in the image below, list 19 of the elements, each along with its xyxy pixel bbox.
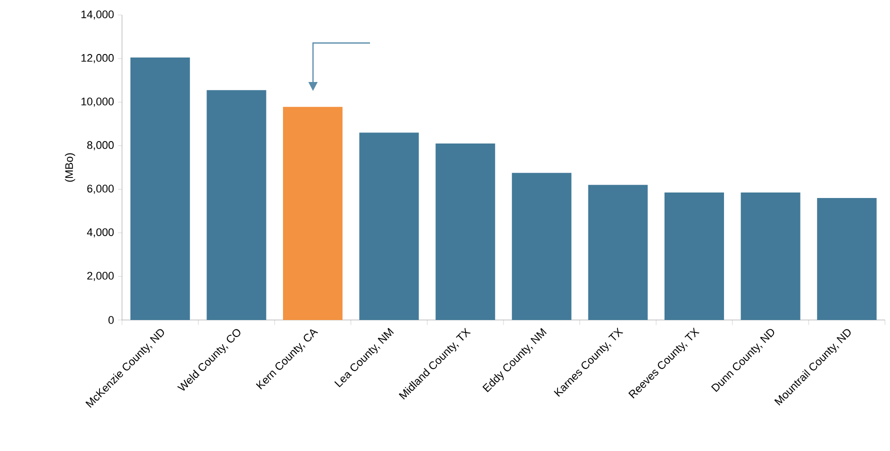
bar — [817, 198, 877, 320]
y-tick-label: 12,000 — [81, 54, 114, 64]
bar — [130, 57, 190, 320]
bar — [512, 172, 572, 320]
bar — [436, 144, 496, 320]
y-tick-label: 0 — [108, 316, 114, 324]
bar — [664, 192, 724, 320]
y-tick-label: 2,000 — [87, 272, 114, 281]
y-tick-label: 10,000 — [81, 98, 114, 107]
y-axis-title: (MBo) — [64, 153, 76, 182]
y-tick-label: 14,000 — [81, 10, 114, 20]
y-tick-label: 4,000 — [86, 228, 114, 238]
bar — [740, 192, 800, 320]
bar — [588, 184, 648, 320]
y-tick-label: 8,000 — [87, 141, 114, 150]
bar — [283, 106, 343, 320]
y-tick-label: 6,000 — [87, 184, 114, 194]
bar — [206, 90, 266, 320]
bar — [359, 132, 419, 320]
